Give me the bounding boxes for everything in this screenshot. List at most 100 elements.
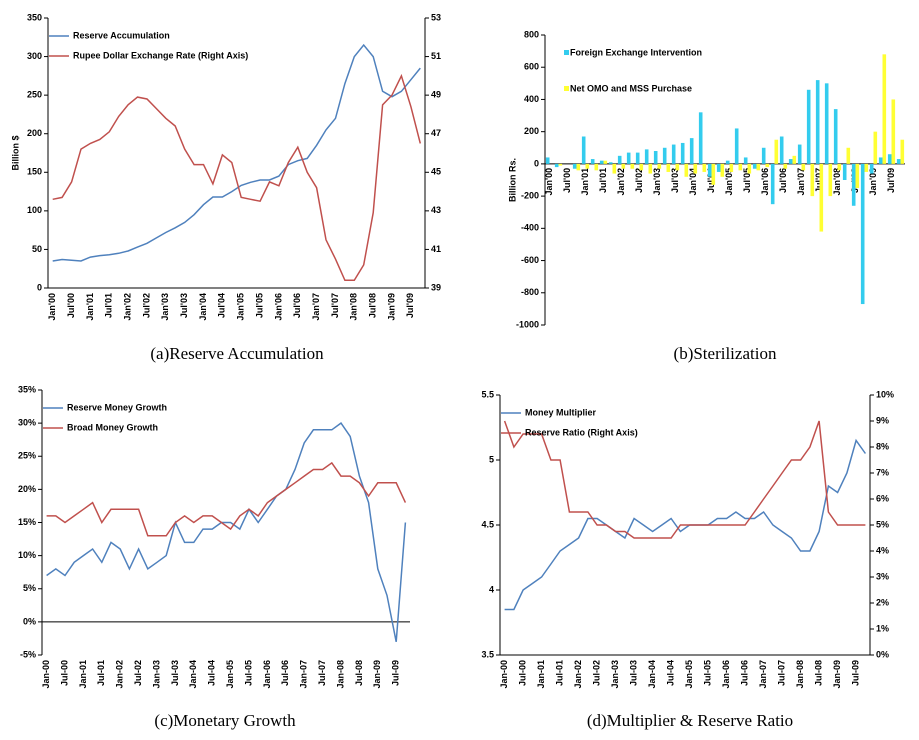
bar (770, 163, 775, 205)
x-tick-label: Jul'04 (217, 293, 227, 318)
x-tick-label: Jan-02 (115, 660, 125, 689)
bar (873, 131, 878, 164)
x-tick-label: Jan'02 (122, 293, 132, 321)
y2-tick-label: 4% (876, 545, 889, 555)
x-tick-label: Jan-08 (335, 660, 345, 689)
y-tick-label: 250 (27, 90, 42, 100)
x-tick-label: Jan'07 (796, 168, 806, 196)
x-tick-label: Jul'07 (814, 168, 824, 193)
series-line (46, 461, 407, 537)
x-tick-label: Jan-06 (262, 660, 272, 689)
x-tick-label: Jan'02 (616, 168, 626, 196)
x-tick-label: Jul'06 (778, 168, 788, 193)
legend-label: Net OMO and MSS Purchase (570, 83, 692, 93)
x-tick-label: Jan-09 (372, 660, 382, 689)
y-tick-label: 5% (23, 583, 36, 593)
bar (887, 154, 892, 164)
x-tick-label: Jan-07 (758, 660, 768, 689)
x-tick-label: Jul'01 (598, 168, 608, 193)
bar (693, 163, 698, 174)
x-tick-label: Jan'01 (580, 168, 590, 196)
bar (689, 138, 694, 164)
legend-label: Broad Money Growth (67, 422, 158, 432)
y-tick-label: 300 (27, 51, 42, 61)
x-tick-label: Jul-03 (170, 660, 180, 686)
bar (900, 139, 905, 164)
bar (815, 80, 820, 164)
x-tick-label: Jul-01 (96, 660, 106, 686)
x-tick-label: Jul'02 (634, 168, 644, 193)
x-tick-label: Jul-02 (592, 660, 602, 686)
y2-tick-label: 2% (876, 597, 889, 607)
x-tick-label: Jan'05 (724, 168, 734, 196)
bar (702, 163, 707, 172)
y-tick-label: 4.5 (481, 519, 494, 529)
bar (810, 163, 815, 197)
chart-title: (b)Sterilization (674, 344, 777, 363)
bar (626, 152, 631, 164)
x-tick-label: Jul-03 (629, 660, 639, 686)
bar (869, 163, 874, 174)
y2-tick-label: 7% (876, 467, 889, 477)
x-tick-label: Jan-06 (721, 660, 731, 689)
y-axis-label: Billion Rs. (507, 158, 517, 202)
bar (756, 163, 761, 171)
x-tick-label: Jan'09 (386, 293, 396, 321)
x-tick-label: Jul-09 (851, 660, 861, 686)
x-tick-label: Jul-04 (666, 660, 676, 686)
bar (675, 163, 680, 171)
x-tick-label: Jul-04 (207, 660, 217, 686)
chart-title: (a)Reserve Accumulation (150, 344, 324, 363)
x-tick-label: Jan-03 (151, 660, 161, 689)
x-tick-label: Jul'07 (330, 293, 340, 318)
y-tick-label: 50 (32, 244, 42, 254)
x-tick-label: Jan-05 (684, 660, 694, 689)
x-tick-label: Jan'05 (236, 293, 246, 321)
x-tick-label: Jul'00 (562, 168, 572, 193)
bar (603, 160, 608, 164)
x-tick-label: Jan-05 (225, 660, 235, 689)
bar (747, 163, 752, 174)
x-tick-label: Jan'04 (198, 293, 208, 321)
bar (797, 144, 802, 164)
y-tick-label: 200 (524, 126, 539, 136)
bar (684, 163, 689, 177)
x-tick-label: Jan'07 (311, 293, 321, 321)
bar (617, 155, 622, 164)
x-tick-label: Jan-09 (832, 660, 842, 689)
x-tick-label: Jul'01 (104, 293, 114, 318)
y2-tick-label: 8% (876, 441, 889, 451)
y-tick-label: 200 (27, 128, 42, 138)
y2-tick-label: 9% (876, 415, 889, 425)
y-tick-label: 25% (18, 451, 36, 461)
bar (891, 99, 896, 164)
bar (581, 136, 586, 164)
y2-tick-label: 53 (431, 12, 441, 22)
bar (725, 160, 730, 164)
x-tick-label: Jul'09 (405, 293, 415, 318)
x-tick-label: Jul-02 (133, 660, 143, 686)
series-line (46, 422, 407, 642)
x-tick-label: Jan-04 (647, 660, 657, 689)
bar (644, 149, 649, 164)
bar (635, 152, 640, 164)
bar (639, 163, 644, 171)
x-tick-label: Jan'01 (85, 293, 95, 321)
series-line (504, 438, 867, 611)
bar (801, 163, 806, 171)
bar (711, 163, 716, 185)
bar (680, 142, 685, 164)
y-tick-label: 5.5 (481, 389, 494, 399)
bar (648, 163, 653, 174)
x-tick-label: Jul-00 (59, 660, 69, 686)
y2-tick-label: 49 (431, 90, 441, 100)
x-tick-label: Jan'09 (868, 168, 878, 196)
y-tick-label: 4 (489, 584, 494, 594)
bar (594, 163, 599, 171)
y-tick-label: 5 (489, 454, 494, 464)
y-tick-label: 10% (18, 550, 36, 560)
y-tick-label: 400 (524, 94, 539, 104)
legend-label: Money Multiplier (525, 407, 597, 417)
bar (765, 163, 770, 168)
x-tick-label: Jul'08 (368, 293, 378, 318)
